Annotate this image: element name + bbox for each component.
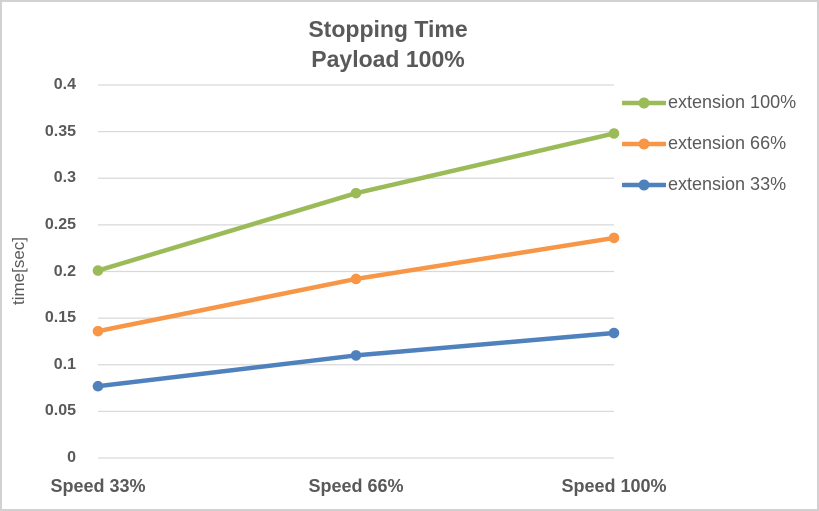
- y-tick-label: 0.4: [53, 76, 76, 93]
- legend-line-marker-icon: [622, 138, 666, 149]
- data-point-marker-extension-100-: [608, 128, 620, 139]
- x-axis-label: Speed 66%: [308, 476, 404, 496]
- data-point-marker-extension-66-: [350, 273, 362, 285]
- y-tick-label: 0: [67, 449, 76, 466]
- y-tick-label: 0.3: [53, 169, 76, 187]
- legend-item: extension 66%: [622, 123, 796, 164]
- chart-title: Stopping Time Payload 100%: [2, 14, 774, 74]
- legend-marker: [638, 179, 650, 190]
- legend-label: extension 100%: [668, 92, 797, 112]
- legend-line-marker-icon: [622, 179, 666, 190]
- x-axis-label: Speed 33%: [50, 476, 146, 496]
- legend-item: extension 100%: [622, 82, 796, 123]
- data-point-marker-extension-33-: [608, 327, 620, 339]
- series-line-extension-66-: [95, 235, 617, 334]
- legend-marker: [638, 138, 650, 149]
- legend-marker: [638, 97, 650, 108]
- y-tick-label: 0.35: [44, 122, 76, 140]
- y-tick-label: 0.15: [44, 309, 76, 327]
- x-axis-label: Speed 100%: [561, 476, 667, 496]
- chart-title-line-2: Payload 100%: [311, 46, 465, 72]
- legend-label: extension 33%: [668, 174, 787, 194]
- data-point-marker-extension-33-: [92, 380, 104, 392]
- data-point-marker-extension-66-: [92, 325, 104, 337]
- data-point-marker-extension-100-: [350, 187, 362, 199]
- y-tick-label: 0.1: [53, 355, 76, 373]
- y-tick-label: 0.25: [44, 215, 76, 233]
- legend: extension 100% extension 66% extension 33%: [622, 82, 796, 205]
- chart-title-line-1: Stopping Time: [308, 16, 468, 42]
- legend-label: extension 66%: [668, 133, 787, 153]
- y-tick-label: 0.05: [44, 402, 76, 420]
- data-point-marker-extension-100-: [92, 265, 104, 276]
- data-point-marker-extension-33-: [350, 350, 362, 361]
- legend-line-marker-icon: [622, 97, 666, 108]
- legend-item: extension 33%: [622, 164, 796, 205]
- y-tick-label: 0.2: [53, 262, 76, 280]
- data-point-marker-extension-66-: [608, 232, 620, 244]
